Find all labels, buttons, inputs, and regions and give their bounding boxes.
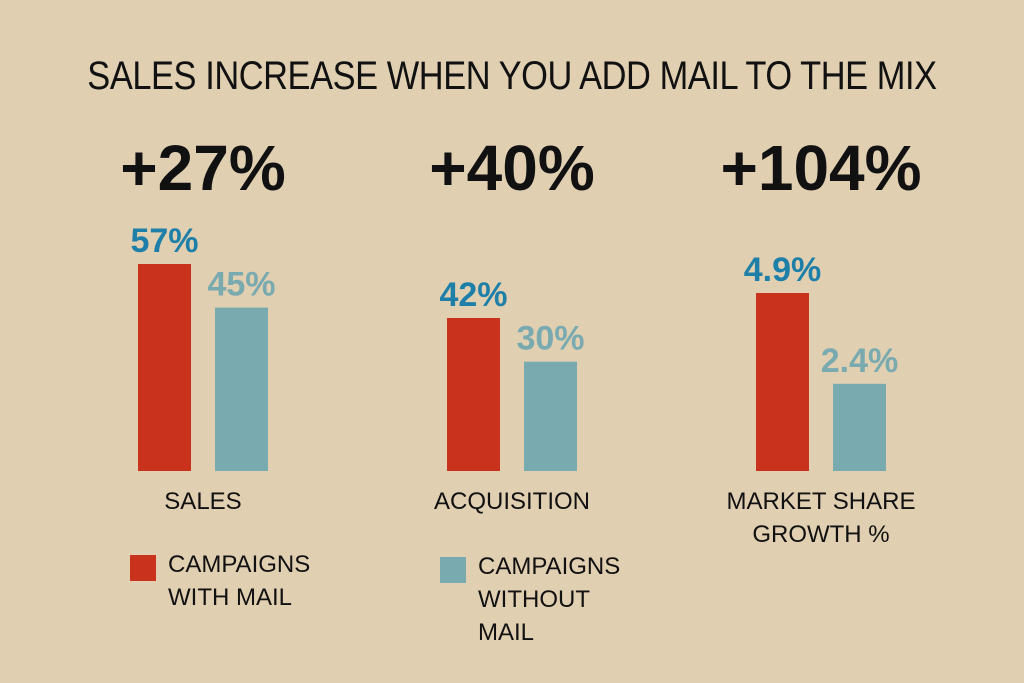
increase-label: +40% bbox=[429, 132, 594, 204]
bar-without-mail bbox=[833, 383, 886, 471]
category-label: SALES bbox=[164, 488, 241, 515]
data-label-with-mail: 57% bbox=[130, 222, 198, 260]
data-label-without-mail: 45% bbox=[207, 266, 275, 304]
legend-label-without-mail: CAMPAIGNS WITHOUT MAIL bbox=[478, 553, 621, 646]
bar-without-mail bbox=[524, 361, 577, 471]
category-label: ACQUISITION bbox=[434, 488, 590, 515]
category-label: GROWTH % bbox=[752, 521, 889, 548]
increase-label: +27% bbox=[120, 132, 285, 204]
data-label-without-mail: 2.4% bbox=[821, 342, 899, 380]
bar-with-mail bbox=[756, 293, 809, 471]
bar-without-mail bbox=[215, 307, 268, 471]
legend-swatch-with-mail bbox=[130, 555, 156, 581]
bar-with-mail bbox=[447, 318, 500, 471]
legend-label-with-mail: CAMPAIGNS WITH MAIL bbox=[168, 551, 311, 611]
data-label-with-mail: 42% bbox=[439, 276, 507, 314]
increase-label: +104% bbox=[720, 132, 921, 204]
bar-with-mail bbox=[138, 264, 191, 471]
legend-swatch-without-mail bbox=[440, 557, 466, 583]
data-label-with-mail: 4.9% bbox=[744, 251, 822, 289]
chart-title: SALES INCREASE WHEN YOU ADD MAIL TO THE … bbox=[87, 54, 937, 98]
category-label: MARKET SHARE bbox=[727, 488, 916, 515]
data-label-without-mail: 30% bbox=[516, 320, 584, 358]
